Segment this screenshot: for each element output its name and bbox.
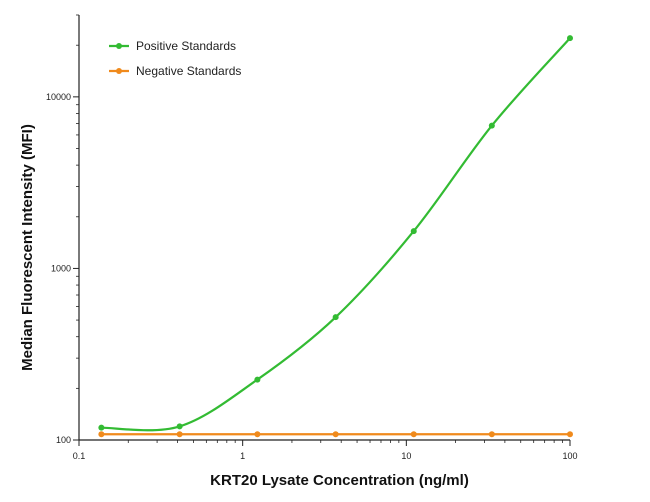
negative-standards-point	[567, 431, 573, 438]
positive-standards-curve	[101, 37, 571, 432]
legend-item-negative-standards: Negative Standards	[109, 64, 241, 78]
positive-standards-point	[567, 35, 573, 42]
positive-standards-point	[98, 424, 105, 431]
y-tick-label: 1000	[51, 263, 71, 273]
negative-standards-point	[410, 431, 417, 438]
series-positive-standards	[98, 35, 573, 432]
y-tick-label: 10000	[46, 92, 71, 102]
positive-standards-point	[254, 376, 261, 383]
positive-standards-point	[176, 423, 183, 430]
x-tick-label: 100	[562, 451, 577, 461]
x-tick-label: 1	[240, 451, 245, 461]
series-layer	[98, 35, 573, 438]
axes	[78, 15, 570, 441]
legend-label: Positive Standards	[136, 39, 236, 53]
legend: Positive Standards Negative Standards	[109, 39, 241, 78]
positive-standards-point	[332, 314, 339, 321]
x-tick-label: 0.1	[73, 451, 86, 461]
negative-standards-point	[98, 431, 105, 438]
legend-item-positive-standards: Positive Standards	[109, 39, 236, 53]
x-axis-title: KRT20 Lysate Concentration (ng/ml)	[210, 472, 469, 489]
legend-marker	[116, 43, 122, 49]
negative-standards-point	[254, 431, 261, 438]
positive-standards-point	[488, 122, 495, 129]
series-negative-standards	[98, 431, 573, 438]
legend-marker	[116, 68, 122, 74]
ticks: 0.1 1 10 100 100 1000 10000	[46, 14, 578, 461]
y-tick-label: 100	[56, 435, 71, 445]
negative-standards-point	[332, 431, 339, 438]
x-tick-label: 10	[401, 451, 411, 461]
legend-label: Negative Standards	[136, 64, 241, 78]
negative-standards-point	[176, 431, 183, 438]
positive-standards-point	[410, 228, 417, 235]
negative-standards-point	[488, 431, 495, 438]
y-axis-title: Median Fluorescent Intensity (MFI)	[19, 124, 36, 371]
